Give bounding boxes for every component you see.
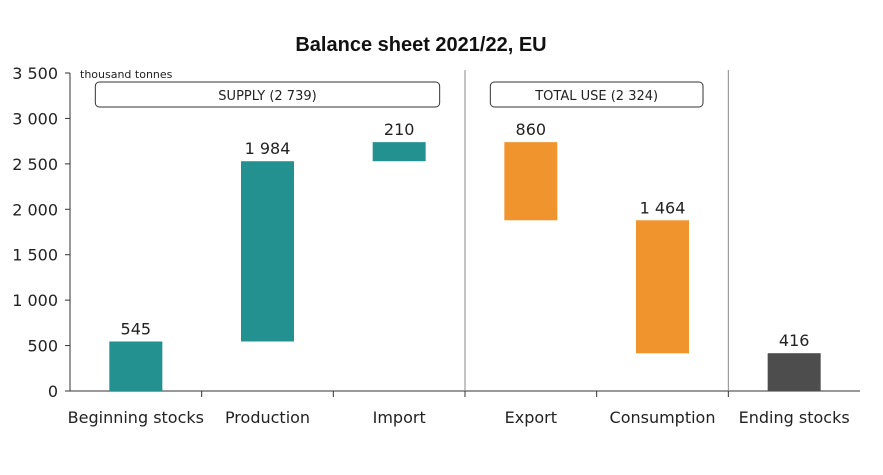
bar-value-label: 210 [384, 120, 415, 139]
bar [241, 161, 294, 342]
y-tick-label: 500 [27, 337, 58, 356]
category-label: Import [373, 408, 426, 427]
axes [69, 70, 860, 397]
bar-value-label: 416 [779, 331, 810, 350]
category-label: Production [225, 408, 310, 427]
category-label: Consumption [610, 408, 716, 427]
category-label: Beginning stocks [68, 408, 204, 427]
bar-value-label: 1 464 [640, 198, 686, 217]
group-labels: SUPPLY (2 739) TOTAL USE (2 324) [94, 81, 704, 108]
bar [767, 353, 821, 391]
y-tick-label: 3 500 [12, 64, 58, 83]
y-tick-label: 2 500 [12, 155, 58, 174]
bar [372, 142, 426, 162]
bar-value-label: 1 984 [245, 139, 291, 158]
category-labels: Beginning stocks Production Import Export Co… [68, 408, 850, 427]
bar [109, 341, 163, 391]
bar-value-label: 545 [121, 319, 152, 338]
y-tick-label: 3 000 [12, 109, 58, 128]
y-tick-label: 0 [48, 382, 58, 401]
bar [636, 220, 689, 354]
category-label: Ending stocks [739, 408, 850, 427]
category-label: Export [505, 408, 557, 427]
y-tick-label: 1 500 [12, 246, 58, 265]
unit-label: thousand tonnes [80, 68, 173, 81]
y-tick-label: 1 000 [12, 291, 58, 310]
y-ticks: 0 500 1 000 1 500 2 000 2 500 3 000 3 500 [12, 64, 70, 401]
bar [504, 142, 558, 221]
group-label: TOTAL USE (2 324) [534, 89, 658, 104]
group-label-box [94, 81, 441, 108]
group-label-box [489, 81, 704, 108]
y-tick-label: 2 000 [12, 200, 58, 219]
chart-title: Balance sheet 2021/22, EU [295, 34, 546, 56]
group-label: SUPPLY (2 739) [218, 89, 316, 104]
bar-value-label: 860 [516, 120, 547, 139]
bars: 545 1 984 210 860 1 464 416 [109, 120, 821, 391]
